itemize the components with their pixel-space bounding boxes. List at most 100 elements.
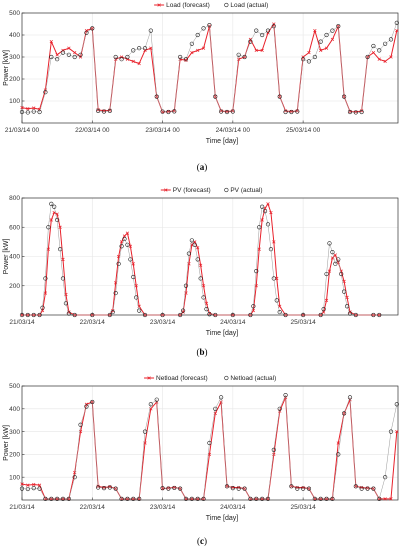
- data-point-forecast: [395, 429, 399, 434]
- data-point-actual: [183, 496, 189, 501]
- data-point-forecast: [260, 218, 264, 222]
- data-point-actual: [277, 309, 282, 315]
- legend: Load (forecast) Load (actual): [154, 2, 268, 9]
- data-point-actual: [142, 429, 148, 434]
- data-point-actual: [189, 496, 194, 501]
- data-point-forecast: [383, 497, 387, 501]
- x-tick-label: 21/03/14: [9, 504, 35, 511]
- data-point-forecast: [26, 483, 30, 487]
- x-tick-label: 21/03/14 00: [5, 127, 40, 134]
- data-point-actual: [242, 486, 247, 491]
- data-point-actual: [116, 261, 121, 266]
- data-point-actual: [336, 24, 341, 29]
- data-point-actual: [131, 274, 136, 280]
- data-point-forecast: [131, 262, 135, 266]
- data-point-forecast: [278, 304, 282, 308]
- data-point-actual: [101, 486, 107, 491]
- data-point-actual: [377, 496, 382, 501]
- legend-label-forecast: PV (forecast): [173, 187, 211, 194]
- data-point-forecast: [219, 400, 223, 404]
- legend-marker-forecast: [157, 3, 161, 7]
- data-point-actual: [219, 109, 224, 114]
- data-point-forecast: [78, 55, 83, 59]
- data-point-actual: [66, 496, 71, 501]
- data-point-actual: [37, 312, 42, 318]
- data-point-actual: [96, 108, 101, 113]
- legend-marker-actual: [224, 375, 229, 381]
- data-point-actual: [154, 94, 159, 99]
- y-tick-label: 600: [9, 224, 20, 231]
- data-point-forecast: [32, 482, 36, 487]
- data-point-actual: [72, 54, 77, 60]
- data-point-actual: [90, 399, 95, 405]
- data-point-actual: [312, 54, 317, 60]
- data-point-actual: [195, 257, 200, 262]
- data-point-forecast: [237, 57, 241, 61]
- data-point-actual: [236, 52, 241, 57]
- data-point-forecast: [43, 291, 48, 295]
- data-point-forecast: [266, 202, 270, 206]
- data-point-forecast: [201, 46, 206, 50]
- data-point-actual: [333, 261, 338, 266]
- data-point-actual: [107, 485, 112, 490]
- y-tick-label: 400: [9, 32, 20, 39]
- data-point-actual: [60, 50, 66, 55]
- data-point-forecast: [131, 59, 135, 64]
- data-point-actual: [347, 311, 353, 316]
- data-point-actual: [213, 406, 218, 411]
- data-point-actual: [125, 242, 130, 247]
- data-point-actual: [318, 39, 323, 44]
- data-point-forecast: [125, 57, 130, 61]
- y-tick-label: 400: [9, 254, 20, 261]
- data-point-forecast: [143, 48, 147, 53]
- x-tick-label: 25/03/14: [290, 504, 316, 511]
- data-point-actual: [178, 312, 183, 318]
- y-tick-label: 200: [9, 452, 20, 459]
- data-point-actual: [78, 422, 83, 427]
- data-point-forecast: [122, 234, 127, 238]
- data-point-forecast: [345, 295, 349, 300]
- data-point-actual: [265, 222, 271, 227]
- data-point-actual: [137, 46, 142, 51]
- data-point-actual: [125, 496, 130, 501]
- data-point-actual: [31, 312, 36, 318]
- series-line-actual: [22, 203, 380, 316]
- x-axis-label: Time [day]: [206, 138, 238, 145]
- axes-frame: [21, 385, 399, 501]
- data-point-actual: [78, 52, 83, 57]
- data-point-actual: [198, 276, 203, 281]
- data-point-actual: [122, 236, 127, 242]
- data-point-actual: [224, 484, 230, 489]
- data-point-forecast: [73, 470, 77, 475]
- data-point-actual: [254, 269, 259, 274]
- data-point-actual: [46, 225, 51, 230]
- data-point-forecast: [196, 48, 200, 53]
- data-point-actual: [201, 496, 206, 501]
- data-point-actual: [265, 28, 271, 33]
- data-point-forecast: [201, 284, 206, 288]
- x-tick-label: 23/03/14: [150, 504, 176, 511]
- data-point-actual: [277, 94, 282, 99]
- data-point-forecast: [254, 48, 258, 53]
- panel-caption: (a): [197, 162, 208, 172]
- data-point-actual: [365, 486, 370, 491]
- legend-label-forecast: Load (forecast): [166, 2, 210, 9]
- data-point-actual: [219, 395, 224, 400]
- data-point-actual: [183, 57, 189, 62]
- data-point-actual: [271, 276, 276, 281]
- series-line-actual: [21, 22, 398, 113]
- data-point-actual: [274, 298, 279, 303]
- plot-area: [22, 386, 398, 500]
- data-point-forecast: [196, 246, 200, 250]
- data-point-actual: [131, 48, 136, 53]
- data-point-actual: [128, 257, 133, 262]
- data-point-forecast: [389, 55, 393, 59]
- data-point-actual: [186, 251, 192, 256]
- axes-frame: [21, 12, 399, 124]
- data-point-forecast: [149, 46, 153, 50]
- x-tick-label: 24/03/14 00: [216, 127, 251, 134]
- data-point-actual: [110, 309, 115, 315]
- data-point-forecast: [184, 58, 188, 62]
- data-point-actual: [52, 204, 57, 209]
- y-tick-label: 400: [9, 406, 20, 413]
